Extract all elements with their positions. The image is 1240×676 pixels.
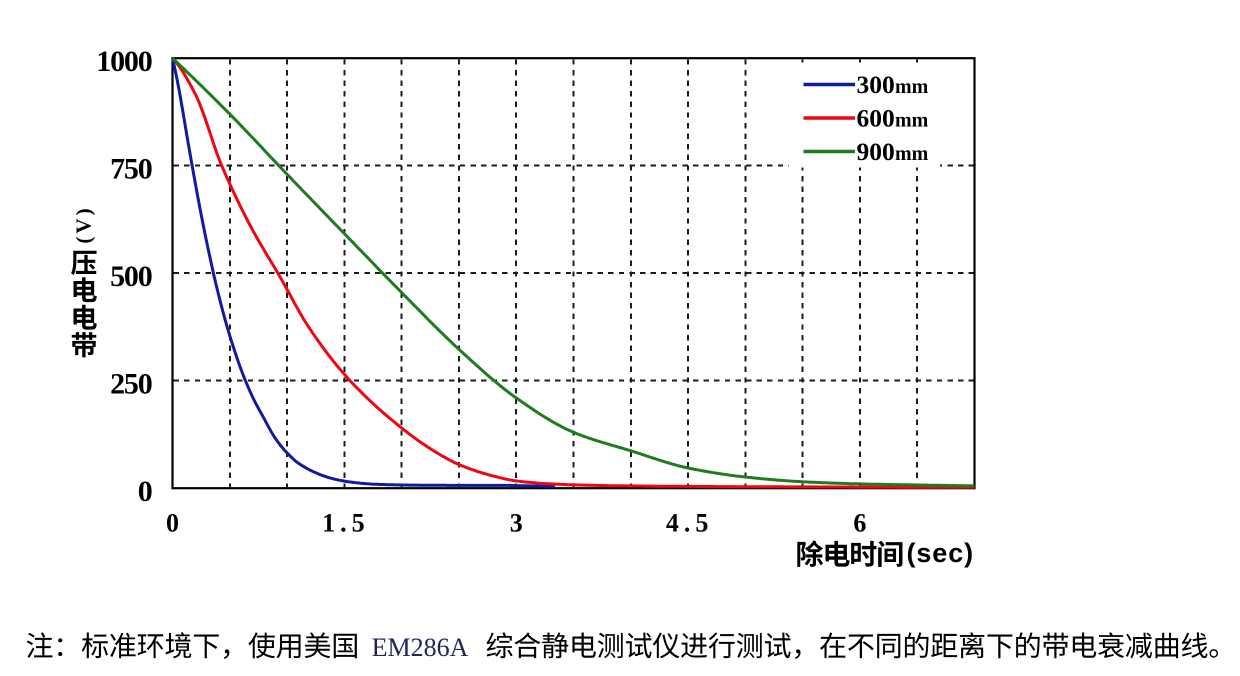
- svg-text:0: 0: [138, 475, 152, 508]
- svg-text:1.5: 1.5: [322, 509, 370, 538]
- svg-text:(V): (V): [72, 205, 96, 243]
- svg-text:mm: mm: [895, 76, 929, 98]
- svg-text:250: 250: [110, 368, 152, 401]
- svg-text:600: 600: [857, 104, 895, 133]
- svg-text:mm: mm: [895, 110, 929, 132]
- svg-text:(sec): (sec): [907, 538, 975, 568]
- svg-text:0: 0: [166, 509, 179, 538]
- svg-text:4.5: 4.5: [666, 509, 714, 538]
- svg-text:1000: 1000: [96, 45, 151, 78]
- svg-text:3: 3: [510, 509, 523, 538]
- svg-text:750: 750: [110, 153, 152, 186]
- svg-text:500: 500: [110, 260, 152, 293]
- svg-text:6: 6: [853, 509, 866, 538]
- svg-text:900: 900: [857, 137, 895, 166]
- svg-text:300: 300: [857, 70, 895, 99]
- svg-text:EM286A: EM286A: [372, 633, 469, 662]
- svg-text:mm: mm: [895, 143, 929, 165]
